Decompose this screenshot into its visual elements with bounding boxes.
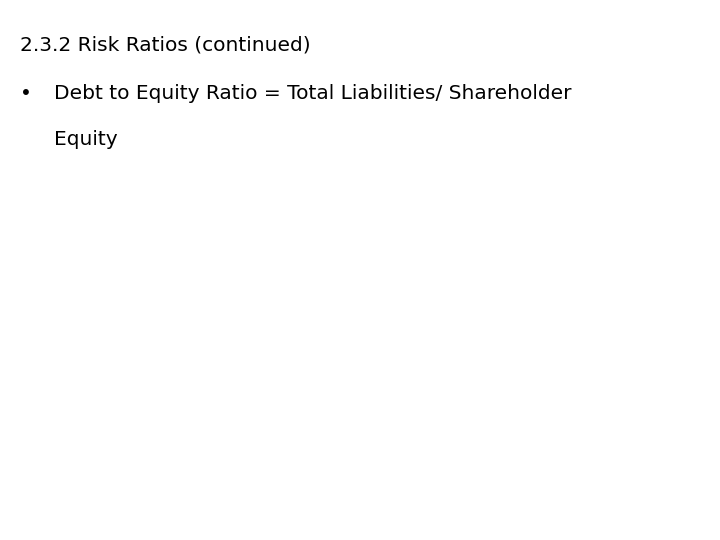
- Text: Equity: Equity: [54, 130, 117, 148]
- Text: 2.3.2 Risk Ratios (continued): 2.3.2 Risk Ratios (continued): [20, 35, 311, 54]
- Text: •: •: [20, 84, 32, 103]
- Text: Debt to Equity Ratio = Total Liabilities/ Shareholder: Debt to Equity Ratio = Total Liabilities…: [54, 84, 572, 103]
